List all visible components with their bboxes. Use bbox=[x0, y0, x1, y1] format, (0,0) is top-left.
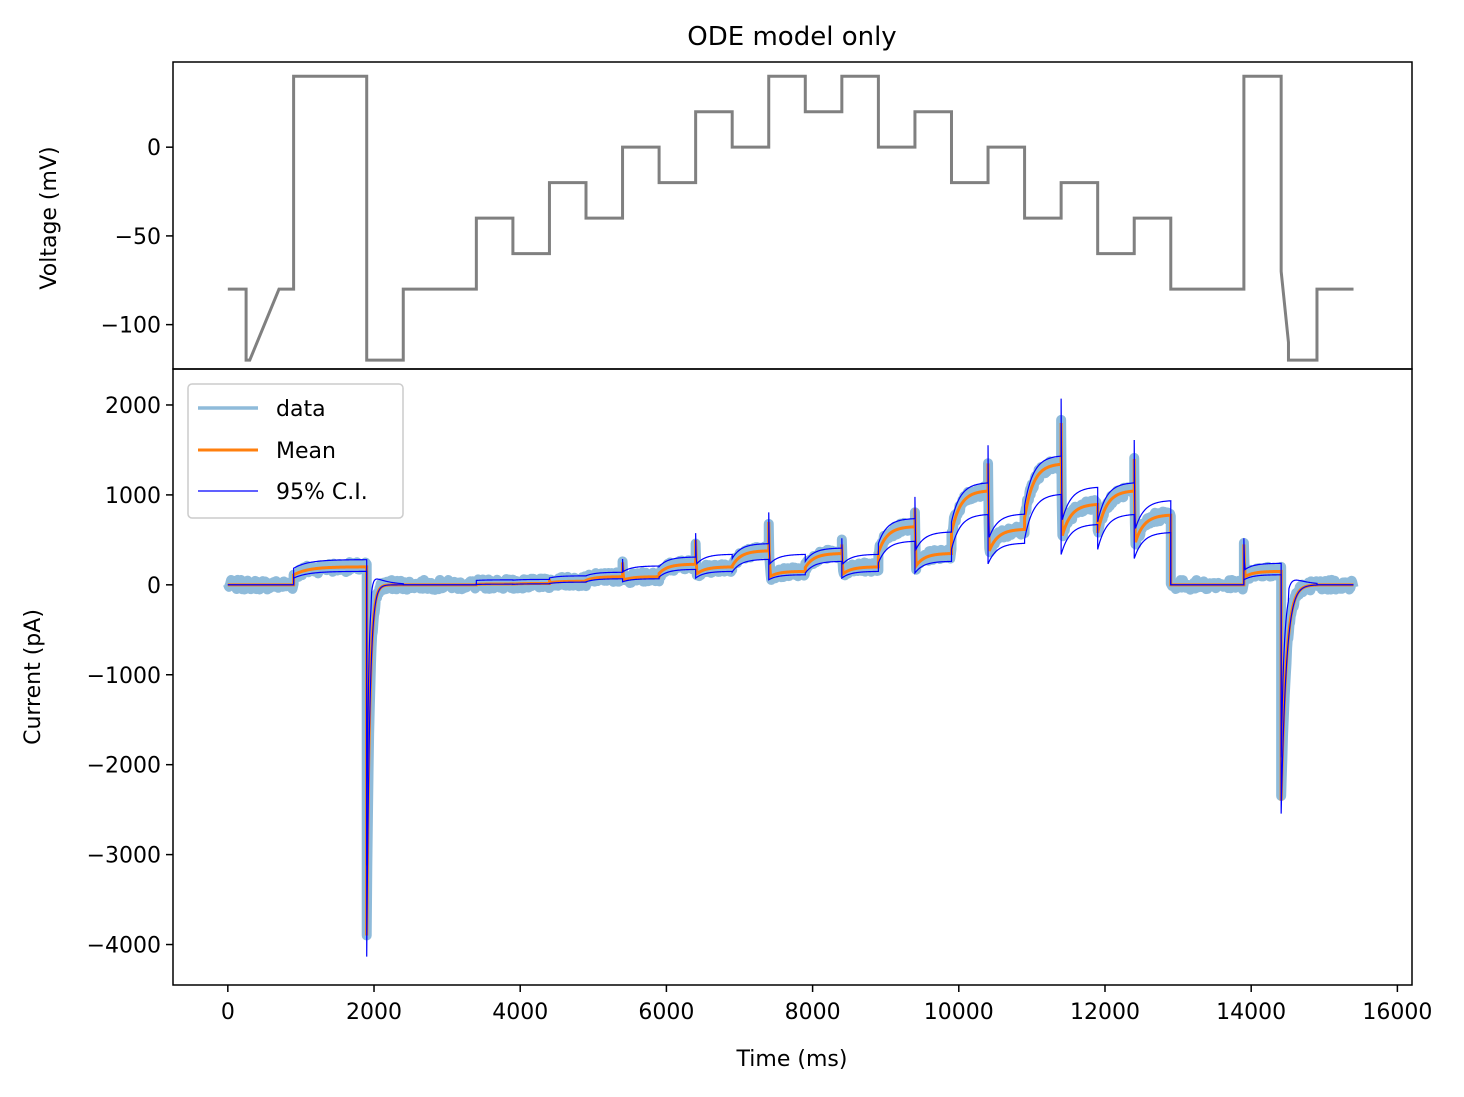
current-y-tick-label: −1000 bbox=[87, 664, 161, 689]
x-tick-label: 10000 bbox=[924, 1000, 994, 1025]
voltage-y-ticks: 0 −50 −100 bbox=[101, 136, 173, 339]
voltage-line bbox=[227, 74, 1354, 362]
x-tick-label: 0 bbox=[221, 1000, 235, 1025]
x-tick-label: 4000 bbox=[492, 1000, 548, 1025]
voltage-y-tick-label: −100 bbox=[101, 314, 161, 339]
series-ci-upper-line bbox=[227, 398, 1354, 866]
current-plot-area bbox=[223, 398, 1359, 957]
x-tick-label: 14000 bbox=[1216, 1000, 1286, 1025]
x-axis-label: Time (ms) bbox=[736, 1047, 848, 1072]
voltage-plot-area bbox=[227, 74, 1354, 362]
voltage-y-axis-label: Voltage (mV) bbox=[37, 146, 62, 289]
voltage-y-tick-label: −50 bbox=[115, 225, 161, 250]
legend-label-mean: Mean bbox=[276, 439, 336, 464]
x-tick-label: 2000 bbox=[346, 1000, 402, 1025]
current-y-axis-label: Current (pA) bbox=[21, 609, 46, 745]
current-y-tick-label: 2000 bbox=[105, 394, 161, 419]
current-y-ticks: 2000 1000 0 −1000 −2000 −3000 −4000 bbox=[87, 394, 173, 959]
series-ci-lower-line bbox=[227, 493, 1354, 957]
chart-title: ODE model only bbox=[687, 22, 896, 52]
legend-label-data: data bbox=[276, 397, 326, 422]
x-tick-label: 6000 bbox=[638, 1000, 694, 1025]
current-x-ticks: 0 2000 4000 6000 8000 10000 12000 14000 16000 bbox=[221, 985, 1432, 1025]
x-tick-label: 8000 bbox=[785, 1000, 841, 1025]
current-y-tick-label: 0 bbox=[147, 574, 161, 599]
current-y-tick-label: −4000 bbox=[87, 934, 161, 959]
legend-box bbox=[187, 383, 404, 519]
current-y-tick-label: −2000 bbox=[87, 754, 161, 779]
legend: data Mean 95% C.I. bbox=[187, 383, 404, 519]
x-tick-label: 16000 bbox=[1362, 1000, 1432, 1025]
legend-label-ci: 95% C.I. bbox=[276, 480, 368, 505]
x-tick-label: 12000 bbox=[1070, 1000, 1140, 1025]
current-y-tick-label: 1000 bbox=[105, 484, 161, 509]
current-y-tick-label: −3000 bbox=[87, 844, 161, 869]
voltage-y-tick-label: 0 bbox=[147, 136, 161, 161]
current-axes-frame bbox=[172, 368, 1413, 986]
